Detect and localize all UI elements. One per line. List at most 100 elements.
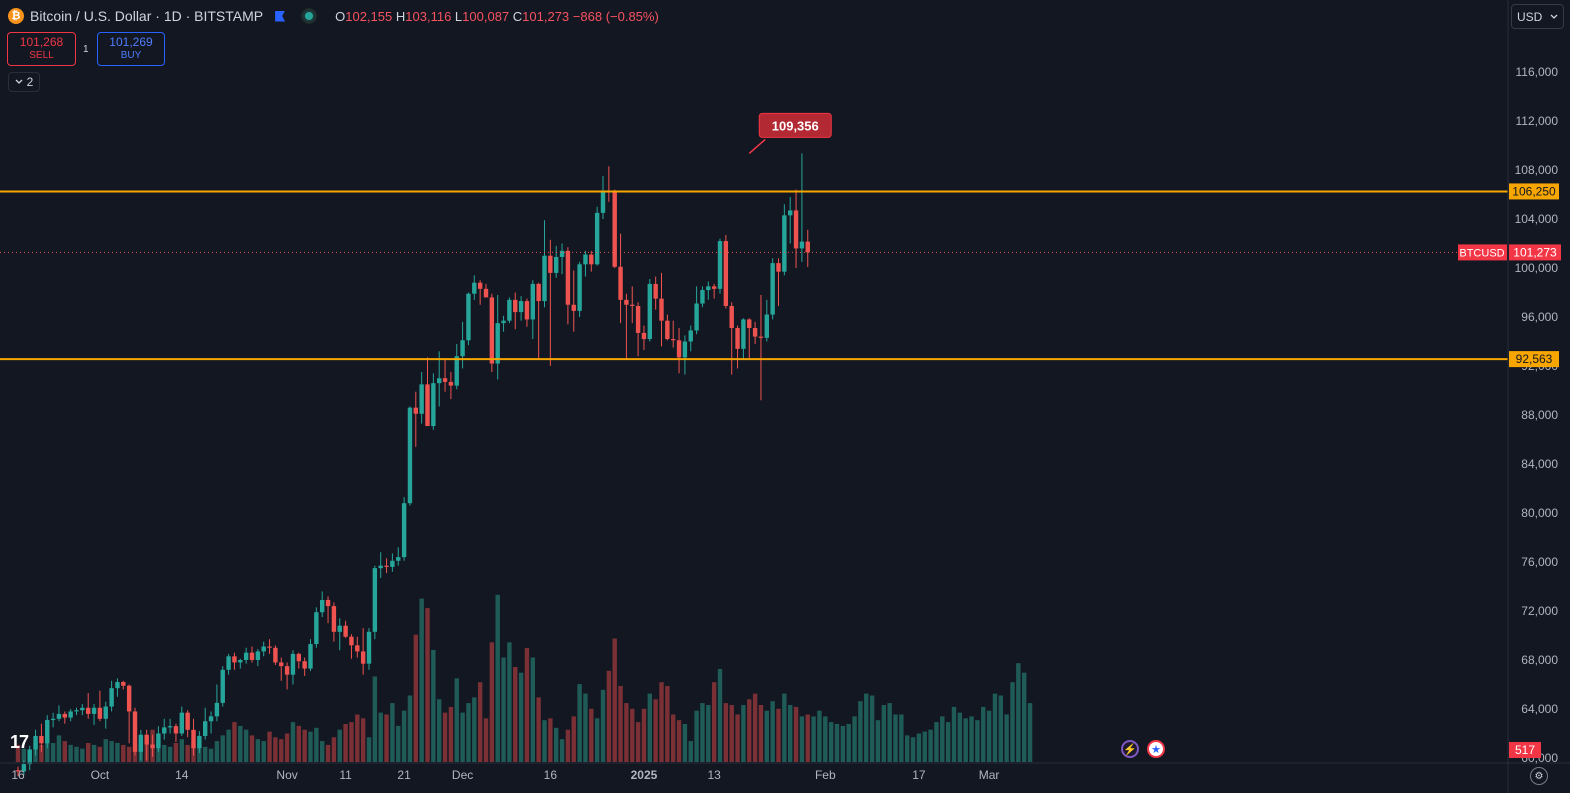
candle-body — [86, 707, 91, 714]
volume-bar — [1027, 703, 1033, 762]
candle-body — [220, 669, 225, 703]
volume-bar — [507, 642, 512, 762]
candle-body — [325, 599, 331, 607]
candle-body — [442, 378, 448, 382]
volume-bar — [185, 744, 190, 762]
volume-bar — [232, 722, 237, 762]
candle-body — [583, 254, 588, 265]
last-price-label-bg — [1509, 244, 1561, 261]
candle-body — [594, 212, 600, 265]
close-label: C — [512, 8, 523, 24]
candle-body — [33, 735, 38, 750]
currency-select[interactable]: USD — [1511, 4, 1564, 29]
candle-body — [162, 727, 167, 734]
us-flag-icon[interactable]: ★ — [1147, 740, 1165, 758]
candle-body — [706, 286, 711, 291]
candle-body — [524, 301, 530, 320]
volume-bar — [431, 649, 436, 762]
candle-body — [226, 656, 231, 670]
volume-bar — [45, 737, 50, 762]
time-tick-label: 21 — [397, 768, 411, 782]
volume-bar — [483, 718, 489, 762]
candle-body — [401, 503, 407, 558]
tradingview-logo[interactable]: 17 — [10, 732, 29, 752]
candle-body — [776, 263, 781, 272]
volume-bar — [331, 737, 337, 762]
order-quantity[interactable]: 1 — [83, 44, 89, 55]
horizontal-line-label-bg — [1509, 351, 1559, 368]
candle-body — [355, 645, 360, 652]
candle-body — [747, 319, 752, 329]
volume-bar — [325, 744, 331, 762]
volume-bar — [928, 729, 933, 762]
time-axis[interactable]: 16 Oct 14 Nov 11 21 Dec 16 2025 13 Feb 17 Mar — [11, 768, 999, 782]
volume-bar — [864, 693, 869, 762]
volume-bar — [320, 741, 325, 762]
volume-bar — [559, 739, 565, 762]
price-tick-label: 72,000 — [1521, 604, 1558, 618]
volume-bar — [752, 693, 758, 762]
currency-value: USD — [1517, 9, 1543, 24]
time-tick-label: 16 — [544, 768, 558, 782]
volume-bar — [203, 746, 208, 762]
volume-label: 517 — [1515, 743, 1535, 757]
time-tick-label: Mar — [979, 768, 1000, 782]
settings-icon[interactable]: ⚙ — [1530, 767, 1548, 785]
sell-button[interactable]: 101,268 SELL — [7, 32, 76, 66]
candle-body — [542, 255, 547, 302]
volume-bar — [97, 746, 103, 762]
candle-body — [571, 304, 576, 311]
volume-bar — [15, 744, 21, 762]
candle-body — [618, 266, 623, 300]
indicators-toggle[interactable]: 2 — [8, 72, 40, 92]
volume-bar — [688, 741, 693, 762]
candle-body — [261, 646, 266, 652]
open-value: 102,155 — [345, 8, 393, 24]
candle-body — [203, 721, 208, 736]
flag-icon[interactable] — [275, 10, 286, 22]
candle-body — [665, 320, 670, 340]
volume-bar — [986, 710, 992, 762]
volume-bar — [214, 741, 220, 762]
candle-body — [764, 314, 769, 338]
candle-body — [559, 250, 565, 257]
price-axis[interactable]: 60,00064,00068,00072,00076,00080,00084,0… — [1515, 65, 1559, 765]
time-tick-label: Feb — [815, 768, 836, 782]
candle-body — [758, 336, 764, 338]
volume-bar — [700, 703, 705, 762]
volume-bar — [489, 642, 495, 762]
lightning-icon[interactable]: ⚡ — [1121, 740, 1139, 758]
candle-body — [396, 557, 401, 561]
volume-bar — [899, 714, 904, 762]
volume-bar — [413, 634, 418, 762]
change-value: −868 (−0.85%) — [572, 8, 659, 24]
price-tick-label: 100,000 — [1515, 261, 1559, 275]
candle-body — [630, 304, 635, 306]
candle-body — [308, 644, 313, 669]
volume-bar — [665, 686, 670, 762]
volume-bar — [378, 712, 383, 762]
candle-body — [138, 734, 144, 752]
symbol-tag-bg — [1458, 244, 1507, 261]
volume-bar — [226, 729, 231, 762]
time-tick-label: 14 — [175, 768, 189, 782]
candle-body — [91, 707, 97, 714]
last-price-label: 101,273 — [1513, 245, 1557, 259]
candle-body — [577, 264, 582, 311]
volume-bar — [916, 733, 922, 762]
candle-body — [320, 599, 325, 613]
volume-bar — [425, 608, 430, 762]
market-status-icon[interactable] — [303, 10, 316, 22]
candle-body — [302, 661, 307, 669]
volume-bar — [858, 701, 863, 762]
volume-bar — [846, 724, 851, 762]
symbol-title[interactable]: Bitcoin / U.S. Dollar · 1D · BITSTAMP — [30, 8, 264, 24]
volume-bar — [682, 724, 688, 762]
volume-bar — [583, 693, 588, 762]
volume-bar — [80, 748, 85, 762]
volume-bar — [764, 710, 769, 762]
candle-body — [729, 305, 734, 329]
buy-button[interactable]: 101,269 BUY — [97, 32, 165, 66]
volume-bar — [975, 720, 980, 762]
